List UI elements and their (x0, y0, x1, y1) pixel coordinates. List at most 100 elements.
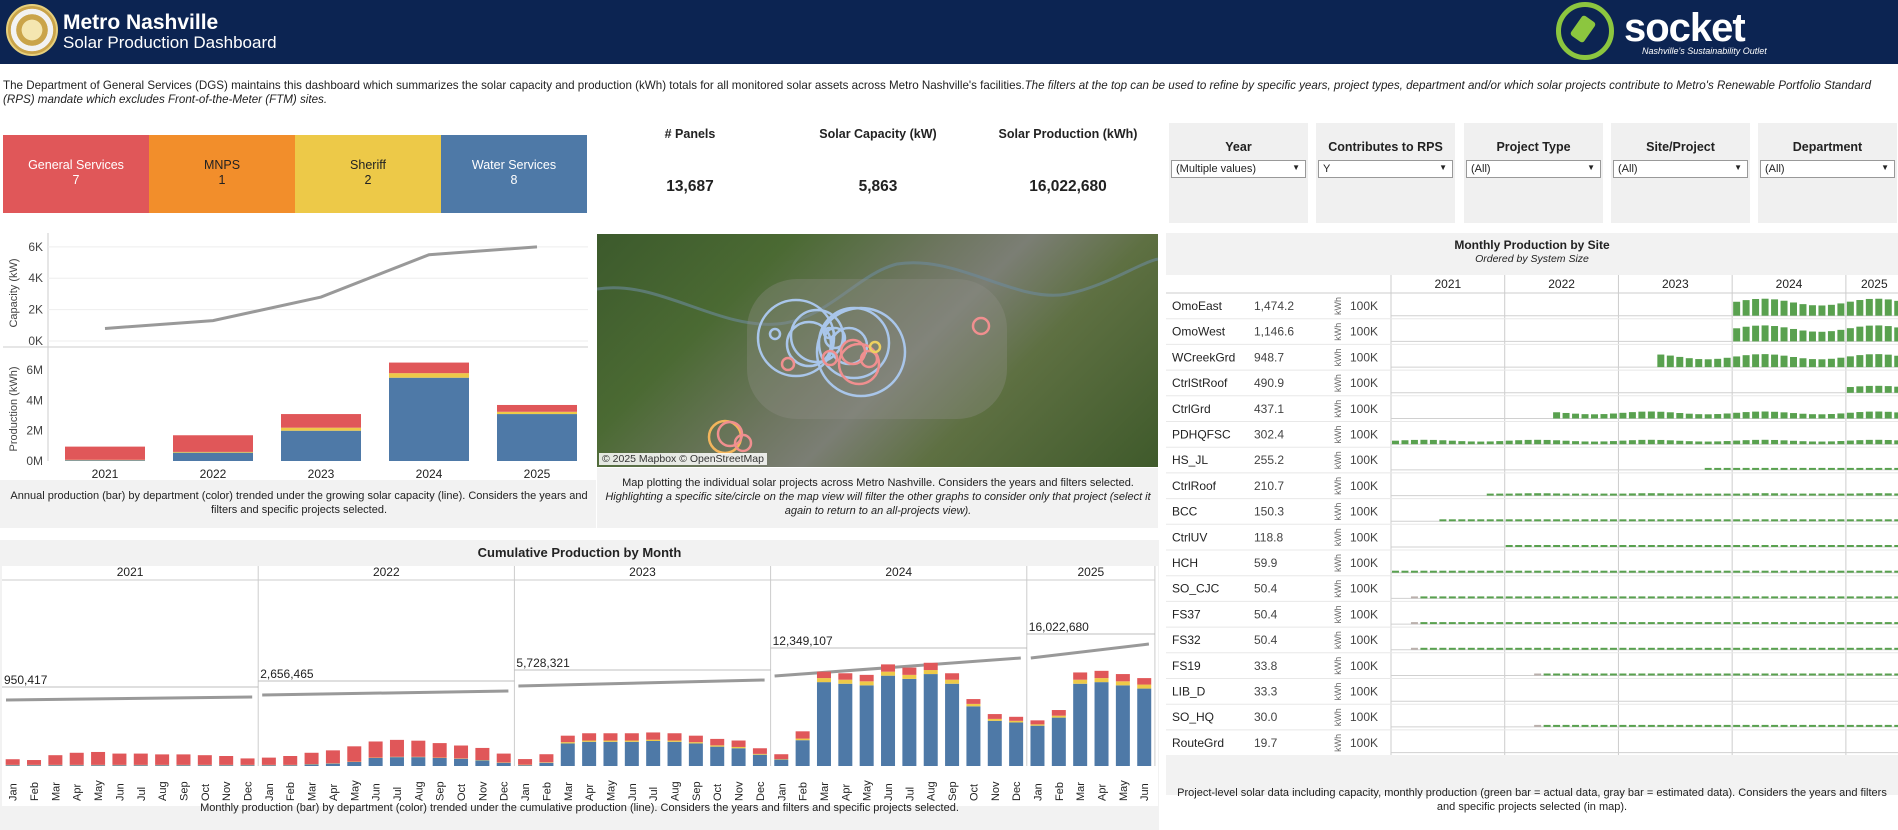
site-month-bar (1515, 440, 1523, 445)
site-month-bar (1742, 647, 1750, 650)
dept-tile-water-services[interactable]: Water Services 8 (441, 135, 587, 213)
site-month-bar (1752, 596, 1760, 599)
month-bar-gs (710, 738, 725, 746)
site-month-bar (1894, 570, 1898, 573)
site-month-bar (1790, 596, 1797, 599)
month-tick-label: Feb (798, 782, 810, 801)
site-month-bar (1790, 493, 1797, 496)
site-month-bar (1666, 622, 1674, 625)
site-month-bar (1733, 493, 1741, 496)
site-month-bar (1846, 622, 1854, 625)
site-month-bar (1761, 647, 1769, 650)
site-month-bar (1619, 493, 1627, 496)
project-type-select[interactable]: (All) ▼ (1466, 160, 1601, 178)
site-month-bar (1666, 519, 1674, 522)
month-bar-water (816, 682, 831, 766)
site-capacity: 30.0 (1254, 710, 1278, 724)
site-capacity: 1,474.2 (1254, 299, 1294, 313)
month-bar-gs (1030, 720, 1045, 725)
site-month-bar (1799, 467, 1807, 470)
site-month-bar (1505, 440, 1513, 445)
site-month-bar (1628, 673, 1636, 676)
site-month-bar (1420, 647, 1428, 650)
site-month-bar (1818, 414, 1826, 419)
site-month-bar (1467, 622, 1475, 625)
site-month-bar (1591, 647, 1598, 650)
site-month-bar (1685, 545, 1693, 547)
site-month-bar (1600, 647, 1608, 650)
month-bar-gs (752, 748, 767, 754)
site-month-bar (1827, 596, 1835, 599)
site-month-bar (1733, 647, 1741, 650)
year-select[interactable]: (Multiple values) ▼ (1171, 160, 1306, 178)
site-month-bar (1790, 302, 1797, 316)
site-month-bar (1752, 298, 1760, 316)
site-month-bar (1609, 493, 1617, 496)
year-tick-label: 2022 (200, 467, 227, 481)
site-month-bar (1884, 545, 1892, 547)
site-capacity: 437.1 (1254, 402, 1284, 416)
site-month-bar (1685, 519, 1693, 522)
site-axis-unit: kWh (1333, 708, 1343, 726)
site-month-bar (1448, 596, 1456, 599)
site-month-bar (1619, 622, 1627, 625)
site-month-bar (1676, 413, 1684, 419)
site-month-bar (1837, 622, 1845, 625)
site-select[interactable]: (All) ▼ (1613, 160, 1748, 178)
cumulative-line (1030, 642, 1150, 660)
month-bar-water (945, 683, 960, 766)
rps-select[interactable]: Y ▼ (1318, 160, 1453, 178)
site-month-bar (1704, 467, 1712, 470)
site-month-bar (1761, 411, 1769, 419)
month-tick-label: Nov (734, 781, 746, 801)
site-month-bar (1581, 519, 1589, 522)
site-month-bar (1581, 673, 1589, 676)
annual-capacity-production-chart: 0K 2K 4K 6K Capacity (kW) 0M 2M 4M 6M 2021 2022 202… (3, 233, 588, 485)
month-tick-label: May (349, 780, 361, 801)
month-tick-label: Apr (1097, 784, 1109, 801)
site-name: RouteGrd (1172, 736, 1224, 750)
department-select[interactable]: (All) ▼ (1760, 160, 1895, 178)
site-month-bar (1685, 358, 1693, 368)
month-tick-label: May (862, 780, 874, 801)
site-month-bar (1458, 647, 1466, 650)
site-month-bar (1771, 596, 1779, 599)
site-month-bar (1733, 545, 1741, 547)
site-month-bar (1761, 570, 1769, 573)
site-month-bar (1553, 440, 1561, 445)
month-bar-water (155, 765, 170, 766)
site-year-header: 2021 (1435, 277, 1462, 291)
month-tick-label: Oct (968, 784, 980, 801)
dept-tile-sheriff[interactable]: Sheriff 2 (295, 135, 441, 213)
dept-name: Water Services (471, 158, 557, 172)
month-bar-water (1094, 682, 1109, 766)
cumulative-line (262, 689, 509, 697)
dept-tile-general-services[interactable]: General Services 7 (3, 135, 149, 213)
site-capacity: 59.9 (1254, 556, 1278, 570)
site-month-bar (1865, 647, 1873, 650)
site-month-bar (1865, 545, 1873, 547)
site-month-bar (1723, 493, 1731, 496)
site-month-bar (1496, 441, 1504, 445)
site-month-bar (1657, 439, 1665, 445)
site-month-bar (1524, 519, 1532, 522)
site-month-bar (1761, 467, 1769, 470)
site-month-bar (1581, 493, 1589, 496)
site-month-bar (1846, 493, 1854, 496)
site-month-bar (1581, 545, 1589, 547)
site-axis-tick: 100K (1350, 505, 1378, 519)
site-month-bar (1572, 724, 1580, 727)
site-month-bar (1780, 673, 1788, 676)
month-bar-sheriff (603, 740, 618, 742)
site-month-bar (1439, 440, 1447, 445)
site-month-bar (1581, 596, 1589, 599)
dept-tile-mnps[interactable]: MNPS 1 (149, 135, 295, 213)
site-capacity: 19.7 (1254, 736, 1278, 750)
site-month-bar (1666, 545, 1674, 547)
site-month-bar (1761, 596, 1769, 599)
site-month-bar (1875, 673, 1883, 676)
solar-sites-map[interactable]: © 2025 Mapbox © OpenStreetMap (597, 234, 1158, 467)
site-month-bar (1875, 724, 1883, 727)
month-bar-water (646, 741, 661, 766)
site-month-bar (1657, 673, 1665, 676)
